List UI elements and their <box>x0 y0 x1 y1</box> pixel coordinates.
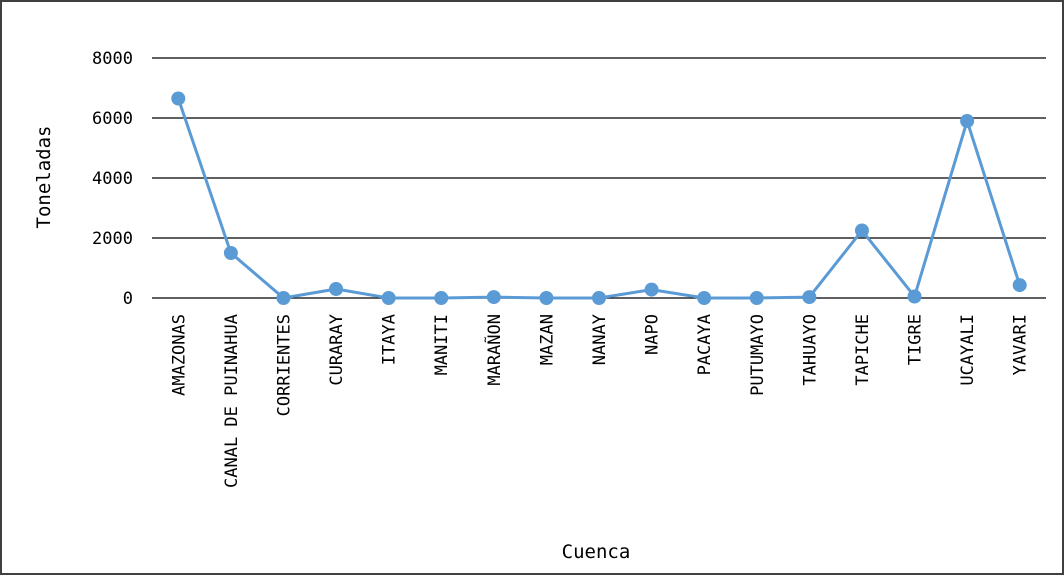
x-tick-label: PACAYA <box>695 314 715 375</box>
x-tick-label: ITAYA <box>380 314 400 365</box>
data-point-1 <box>223 246 238 260</box>
y-tick-label: 6000 <box>92 109 133 129</box>
x-tick-label: YAVARI <box>1011 314 1031 375</box>
x-tick-label: MARAÑON <box>483 314 505 386</box>
y-tick-label: 4000 <box>92 169 133 189</box>
data-point-3 <box>329 282 344 296</box>
data-point-15 <box>960 114 975 128</box>
data-point-4 <box>381 291 396 305</box>
x-tick-label: CANAL DE PUINAHUA <box>222 314 242 488</box>
series-line <box>176 98 1022 300</box>
data-point-6 <box>486 290 501 305</box>
gridlines <box>152 57 1046 299</box>
x-tick-label: AMAZONAS <box>169 314 189 396</box>
x-tick-label: MANITI <box>432 314 452 375</box>
data-point-9 <box>644 282 659 297</box>
data-point-14 <box>907 289 922 304</box>
x-tick-label: NAPO <box>643 314 663 355</box>
y-axis-title: Toneladas <box>33 126 55 229</box>
data-point-0 <box>171 91 186 106</box>
x-axis-title: Cuenca <box>562 541 631 563</box>
x-tick-labels: AMAZONAS CANAL DE PUINAHUA CORRIENTES CURAR… <box>169 314 1030 488</box>
series-group <box>171 91 1027 305</box>
x-tick-label: NANAY <box>590 314 610 365</box>
data-point-12 <box>802 290 817 305</box>
y-tick-labels: 0 2000 4000 6000 8000 <box>92 49 133 309</box>
data-point-13 <box>854 223 869 238</box>
x-tick-label: TIGRE <box>906 314 926 365</box>
y-tick-label: 0 <box>123 289 133 309</box>
x-tick-label: MAZAN <box>537 314 557 365</box>
x-tick-label: TAHUAYO <box>800 314 820 386</box>
data-point-10 <box>697 291 712 305</box>
data-point-8 <box>592 291 606 305</box>
data-point-16 <box>1012 278 1027 293</box>
x-tick-label: PUTUMAYO <box>748 314 768 396</box>
data-point-7 <box>539 291 554 305</box>
x-tick-label: TAPICHE <box>853 314 873 386</box>
data-point-5 <box>434 291 449 305</box>
x-tick-label: UCAYALI <box>958 314 978 386</box>
data-point-2 <box>276 291 291 305</box>
y-tick-label: 8000 <box>92 49 133 69</box>
data-point-11 <box>749 291 764 305</box>
x-tick-label: CORRIENTES <box>274 314 294 416</box>
y-tick-label: 2000 <box>92 229 133 249</box>
x-tick-label: CURARAY <box>327 314 347 386</box>
